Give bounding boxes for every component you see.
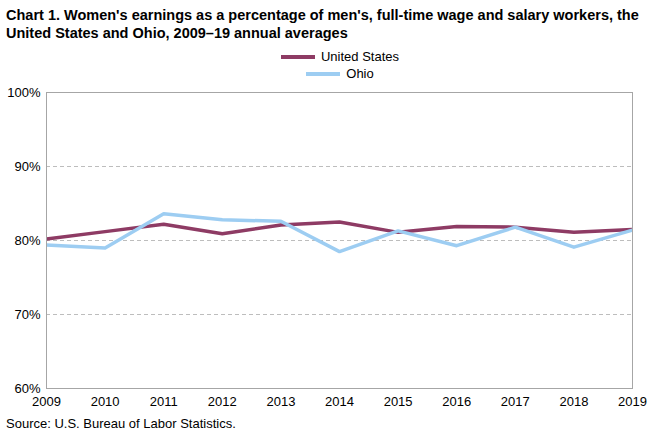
html-text:Ohio: Ohio xyxy=(346,66,374,81)
html-text:Chart 1. Women's earnings as a: Chart 1. Women's earnings as a percentag… xyxy=(6,7,639,41)
svg-text:2016: 2016 xyxy=(442,394,471,409)
svg-text:100%: 100% xyxy=(7,85,41,100)
svg-text:2014: 2014 xyxy=(325,394,354,409)
svg-text:2010: 2010 xyxy=(91,394,120,409)
svg-text:2013: 2013 xyxy=(266,394,295,409)
svg-text:2019: 2019 xyxy=(618,394,647,409)
html-text:United States: United States xyxy=(321,49,399,64)
svg-text:60%: 60% xyxy=(14,380,41,396)
svg-text:70%: 70% xyxy=(14,307,40,322)
svg-text:90%: 90% xyxy=(14,159,40,174)
svg-text:2012: 2012 xyxy=(208,394,237,409)
svg-text:2011: 2011 xyxy=(150,394,178,409)
html-text:Source: U.S. Bureau of Labor S: Source: U.S. Bureau of Labor Statistics. xyxy=(6,416,236,431)
svg-text:2015: 2015 xyxy=(384,394,413,409)
svg-text:2009: 2009 xyxy=(32,394,61,409)
svg-text:80%: 80% xyxy=(14,233,40,248)
svg-text:2017: 2017 xyxy=(501,394,530,409)
svg-text:2018: 2018 xyxy=(559,394,588,409)
